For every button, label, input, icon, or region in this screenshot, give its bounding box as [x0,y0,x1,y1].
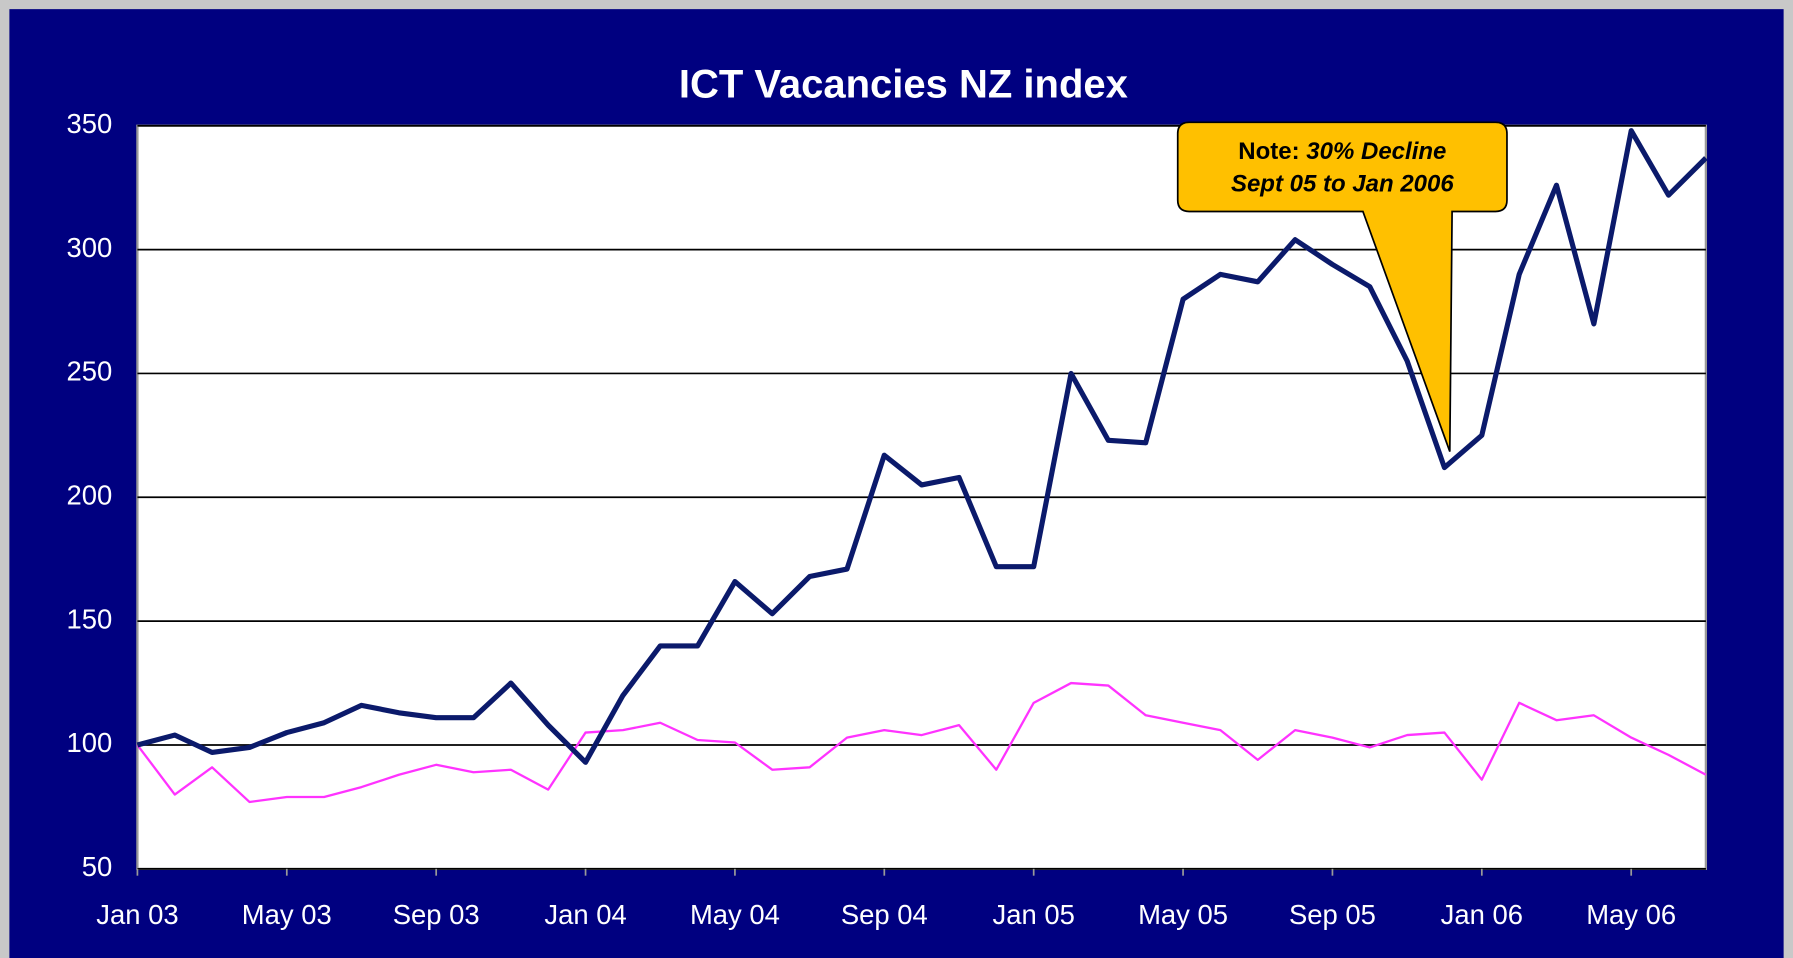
x-tick-label: Jan 04 [544,899,626,930]
series-line [136,681,1707,804]
x-tick-label: Jan 03 [96,899,178,930]
y-tick-label: 250 [67,356,113,387]
y-tick-label: 350 [67,108,113,139]
x-tick-label: Sep 05 [1289,899,1376,930]
y-tick-label: 50 [82,851,113,882]
x-tick-label: Sep 04 [841,899,928,930]
x-tick-label: Jan 06 [1441,899,1523,930]
x-tick-label: May 06 [1586,899,1676,930]
callout-label: 30% Decline [1306,139,1446,166]
y-tick-label: 150 [67,603,113,634]
series-line [136,128,1708,765]
lines [136,128,1708,804]
callout: Note: 30% Decline Sept 05 to Jan 2006 [1176,121,1508,452]
y-tick-label: 200 [67,480,113,511]
callout-text: Note: 30% Decline [1238,139,1446,166]
x-tick-label: Jan 05 [993,899,1075,930]
y-tick-label: 100 [67,727,113,758]
callout-label: Sept 05 to Jan 2006 [1231,171,1454,198]
y-tick-label: 300 [67,232,113,263]
x-tick-label: May 03 [242,899,332,930]
x-tick-label: May 05 [1138,899,1228,930]
x-tick-label: May 04 [690,899,780,930]
callout-label: Note: [1238,139,1299,166]
chart-title: ICT Vacancies NZ index [679,62,1128,106]
callout-box [1176,121,1508,452]
x-tick-label: Sep 03 [393,899,480,930]
